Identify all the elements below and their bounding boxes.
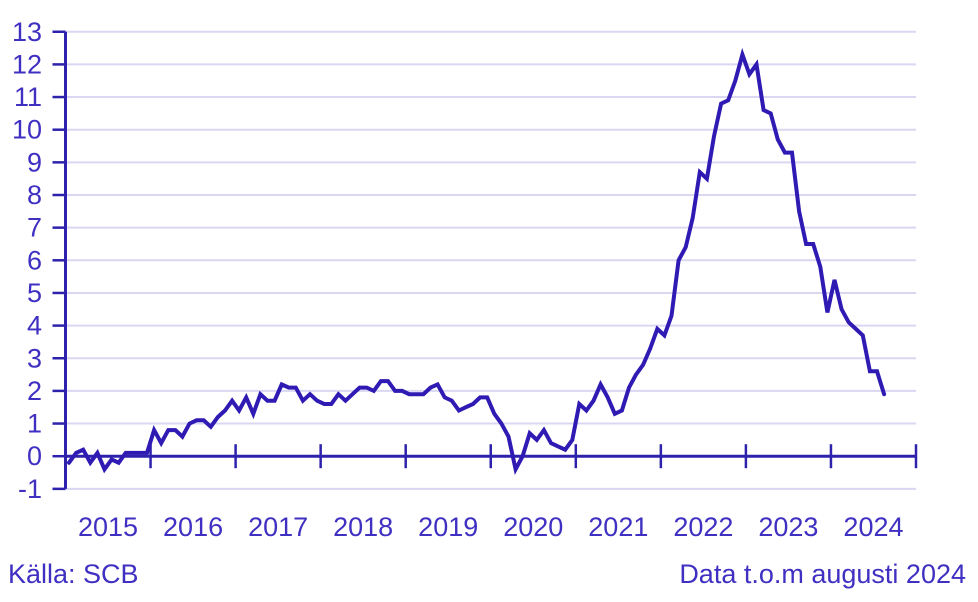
y-axis-label: 10 — [12, 115, 42, 145]
x-axis-label: 2015 — [78, 512, 138, 542]
y-axis-label: 7 — [27, 213, 42, 243]
y-axis-label: 12 — [12, 49, 42, 79]
x-axis-label: 2024 — [843, 512, 903, 542]
source-text: Källa: SCB — [8, 559, 139, 589]
y-axis-label: 6 — [27, 245, 42, 275]
y-axis-label: 3 — [27, 343, 42, 373]
y-axis-label: 13 — [12, 17, 42, 47]
y-axis-label: 0 — [27, 441, 42, 471]
x-tick-marks — [149, 444, 918, 469]
x-axis-label: 2022 — [673, 512, 733, 542]
y-tick-marks — [52, 30, 66, 491]
inflation-line — [67, 47, 887, 476]
x-axis-label: 2017 — [248, 512, 308, 542]
x-axis-label: 2018 — [333, 512, 393, 542]
x-axis-label: 2016 — [163, 512, 223, 542]
y-axis-label: 2 — [27, 376, 42, 406]
y-axis-label: 9 — [27, 147, 42, 177]
data-note-text: Data t.o.m augusti 2024 — [679, 559, 966, 589]
y-gridlines — [65, 30, 916, 490]
y-axis-label: 8 — [27, 180, 42, 210]
y-axis-label: 4 — [27, 311, 42, 341]
y-axis-label: -1 — [18, 474, 42, 504]
x-axis-label: 2020 — [503, 512, 563, 542]
y-axis-label: 11 — [14, 82, 42, 112]
x-axis-label: 2019 — [418, 512, 478, 542]
x-axis-labels: 2015 2016 2017 2018 2019 2020 2021 2022 2023 2024 — [78, 512, 904, 542]
x-axis-label: 2021 — [588, 512, 648, 542]
x-axis-label: 2023 — [758, 512, 818, 542]
y-axis-label: 1 — [27, 409, 42, 439]
y-axis-label: 5 — [27, 278, 42, 308]
